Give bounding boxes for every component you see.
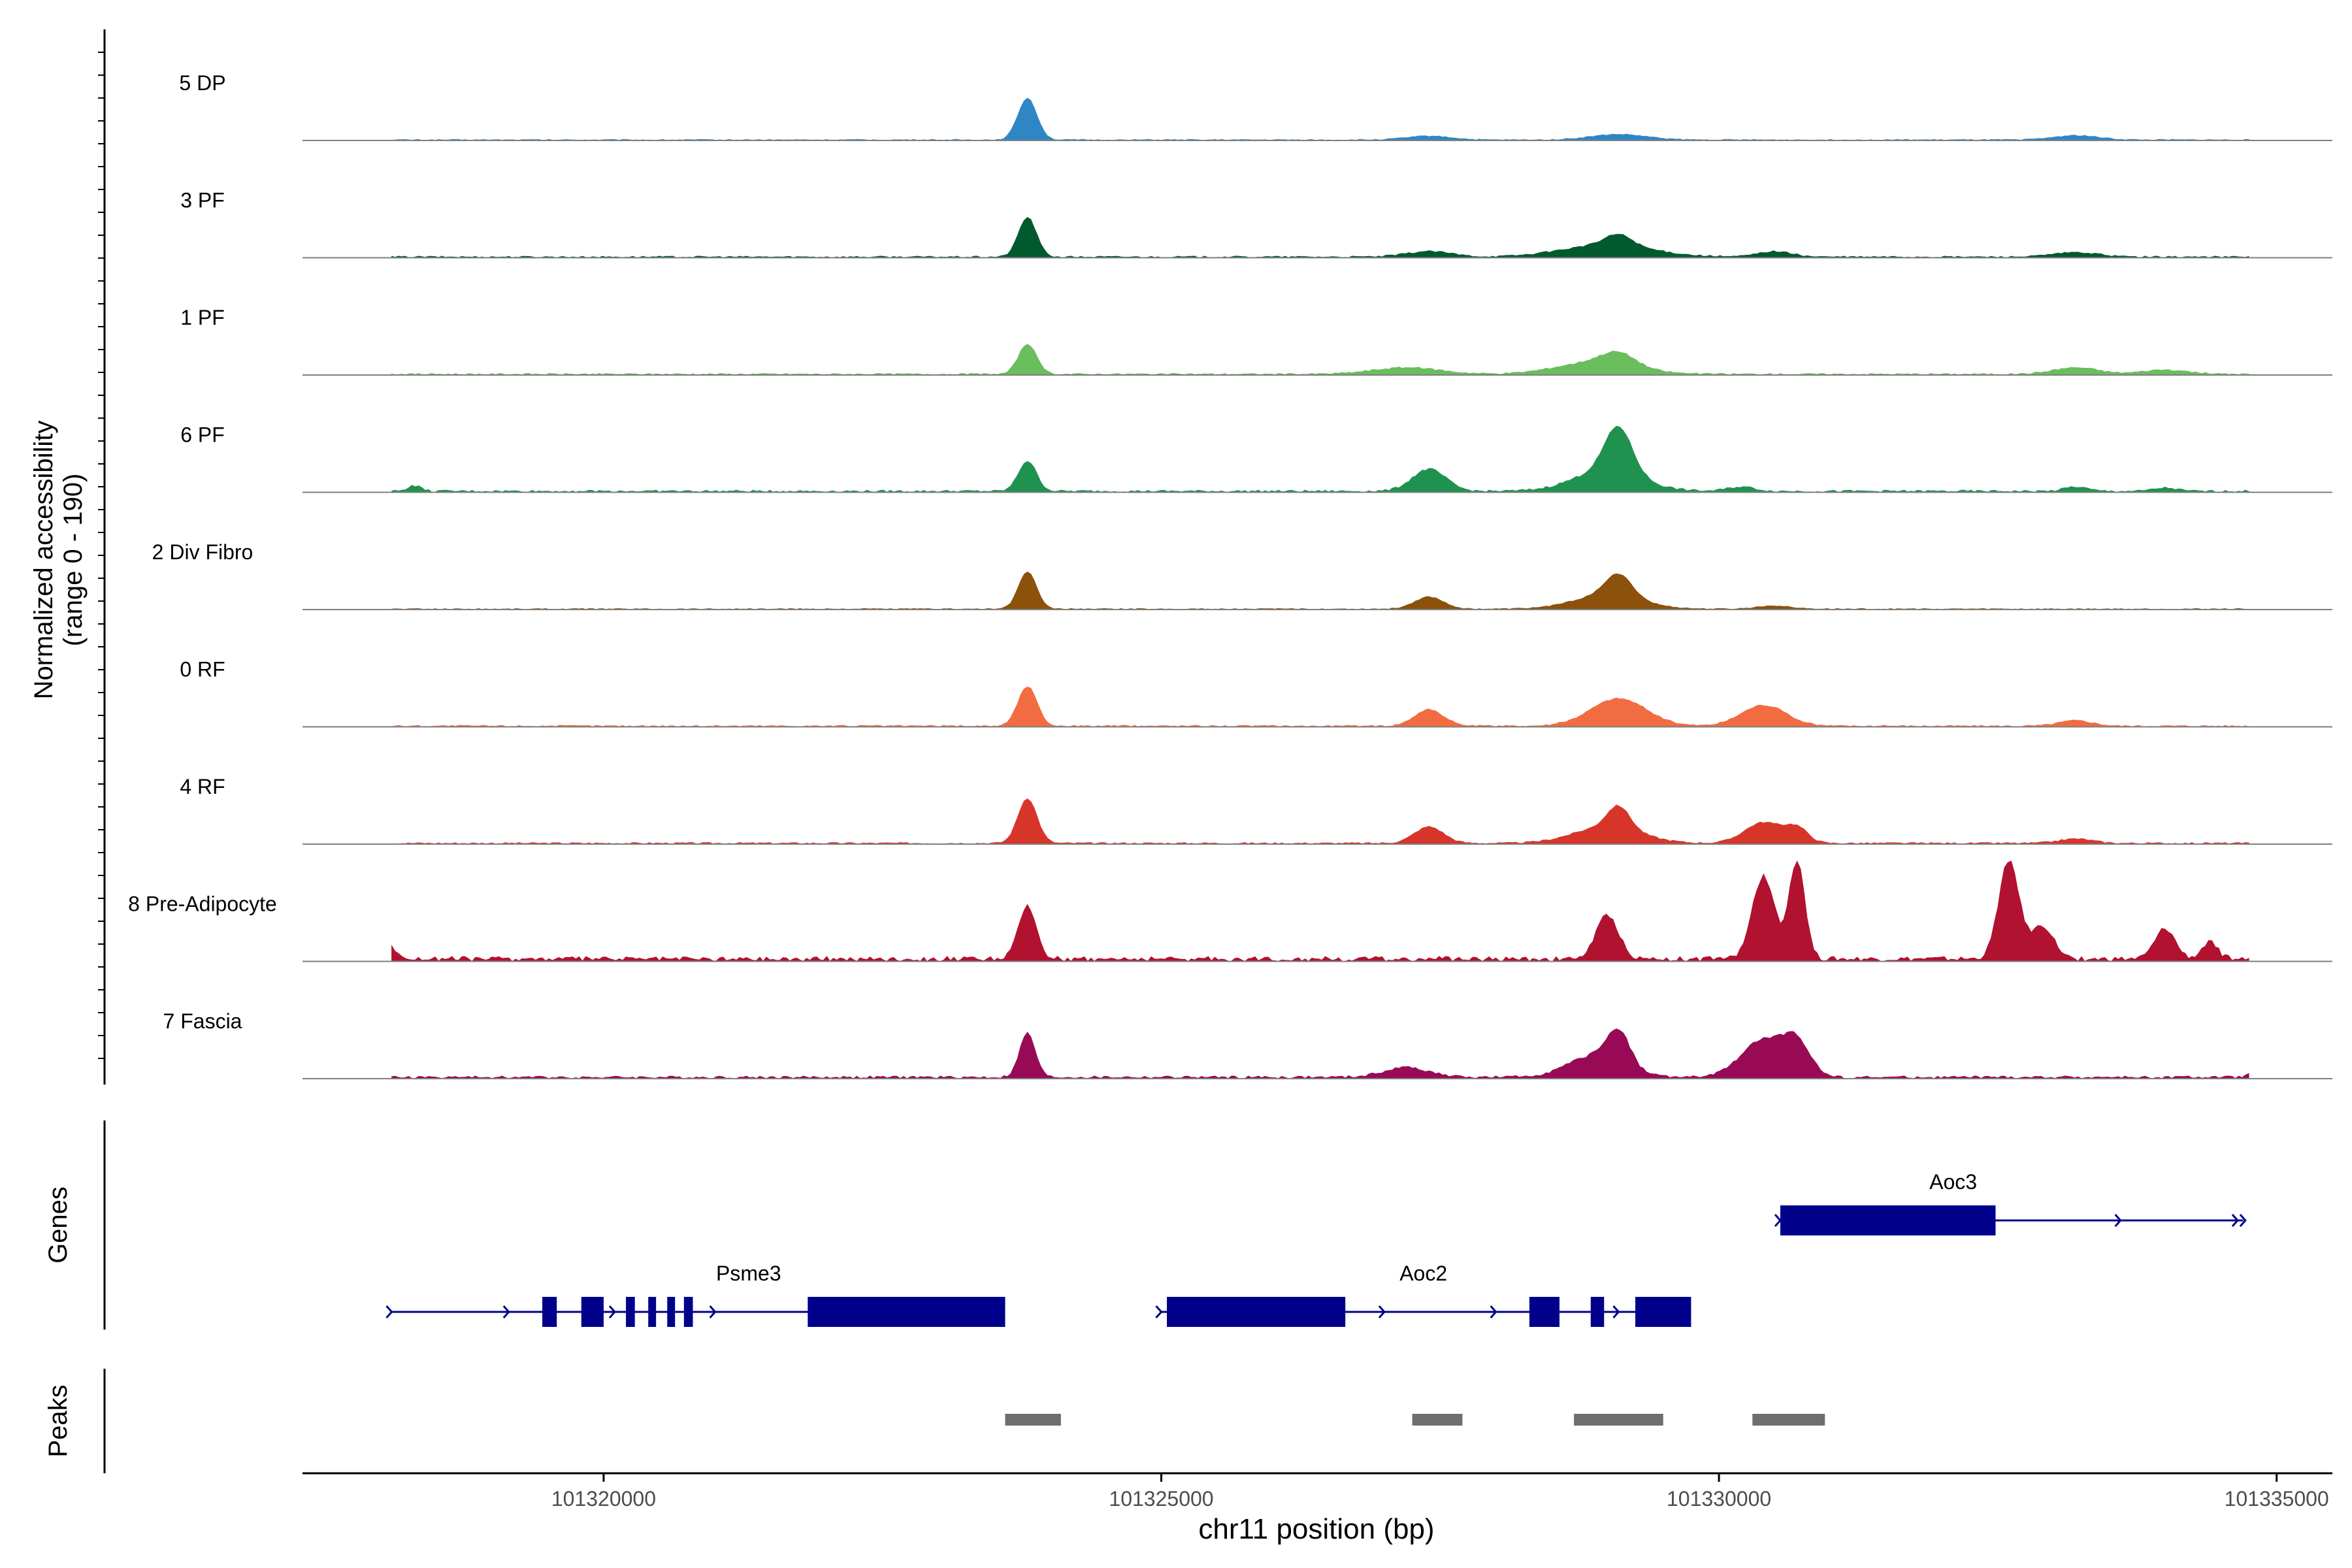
strand-arrow xyxy=(608,1305,617,1318)
exon-block xyxy=(626,1297,635,1327)
peak-region xyxy=(1574,1414,1663,1426)
exon-block xyxy=(1590,1297,1605,1327)
peaks-panel-label: Peaks xyxy=(44,1384,73,1457)
exon-block xyxy=(683,1297,693,1327)
coverage-area-2 xyxy=(391,217,2249,259)
track-label: 8 Pre-Adipocyte xyxy=(128,892,277,916)
gene-annotation-panel: Psme3 Aoc2 Aoc3 xyxy=(385,1170,2247,1327)
x-axis: 101320000 101325000 101330000 101335000 xyxy=(302,1472,2332,1511)
exon-block xyxy=(1529,1297,1560,1327)
gene-aoc2: Aoc2 xyxy=(1155,1262,1691,1327)
x-tick-label: 101325000 xyxy=(1109,1487,1213,1511)
strand-arrow xyxy=(2239,1214,2247,1227)
gene-label: Psme3 xyxy=(716,1262,781,1285)
exon-block xyxy=(542,1297,557,1327)
coverage-area-4 xyxy=(391,425,2249,493)
coverage-tracks: 5 DP 3 PF 1 PF 6 PF 2 Div Fibro 0 RF 4 RF 8 Pre… xyxy=(128,71,2332,1079)
strand-arrow xyxy=(1612,1305,1620,1318)
y-axis-label-line1: Normalized accessibility xyxy=(29,421,58,700)
strand-arrow xyxy=(2231,1214,2239,1227)
track-4: 6 PF xyxy=(180,423,2332,493)
track-8: 8 Pre-Adipocyte xyxy=(128,860,2332,962)
track-label: 4 RF xyxy=(180,775,225,798)
peak-region xyxy=(1005,1414,1061,1426)
y-axis-label-line2: (range 0 - 190) xyxy=(59,474,88,647)
track-label: 7 Fascia xyxy=(163,1009,242,1033)
track-label: 6 PF xyxy=(180,423,225,447)
peaks-panel xyxy=(1005,1414,1825,1426)
strand-arrow xyxy=(2114,1214,2122,1227)
strand-arrow xyxy=(1774,1214,1782,1227)
coverage-area-5 xyxy=(391,571,2249,610)
track-1: 5 DP xyxy=(179,71,2332,141)
gene-label: Aoc2 xyxy=(1399,1262,1447,1285)
gene-aoc3: Aoc3 xyxy=(1774,1170,2247,1235)
coverage-area-1 xyxy=(391,97,2249,141)
track-label: 3 PF xyxy=(180,189,225,212)
coverage-area-8 xyxy=(391,860,2249,962)
x-axis-label: chr11 position (bp) xyxy=(1198,1513,1434,1545)
y-axis xyxy=(98,29,106,1085)
peak-region xyxy=(1752,1414,1825,1426)
strand-arrow xyxy=(1490,1305,1497,1318)
exon-block xyxy=(808,1297,1005,1327)
strand-arrow xyxy=(502,1305,510,1318)
coverage-area-7 xyxy=(391,798,2249,845)
x-tick-label: 101320000 xyxy=(551,1487,656,1511)
exon-block xyxy=(581,1297,604,1327)
track-6: 0 RF xyxy=(180,658,2332,728)
gene-psme3: Psme3 xyxy=(385,1262,1005,1327)
track-9: 7 Fascia xyxy=(163,1009,2332,1079)
track-label: 5 DP xyxy=(179,71,225,95)
exon-block xyxy=(1780,1205,1996,1235)
gene-label: Aoc3 xyxy=(1929,1170,1977,1194)
track-label: 2 Div Fibro xyxy=(152,540,253,564)
track-2: 3 PF xyxy=(180,189,2332,259)
track-label: 0 RF xyxy=(180,658,225,681)
track-label: 1 PF xyxy=(180,306,225,329)
exon-block xyxy=(1167,1297,1346,1327)
exon-block xyxy=(667,1297,676,1327)
strand-arrow xyxy=(1155,1305,1163,1318)
exon-block xyxy=(648,1297,657,1327)
peak-region xyxy=(1412,1414,1463,1426)
track-7: 4 RF xyxy=(180,775,2332,845)
x-tick-label: 101330000 xyxy=(1667,1487,1771,1511)
track-5: 2 Div Fibro xyxy=(152,540,2332,610)
x-tick-label: 101335000 xyxy=(2225,1487,2329,1511)
coverage-area-6 xyxy=(391,687,2249,728)
track-3: 1 PF xyxy=(180,306,2332,376)
coverage-area-3 xyxy=(391,344,2249,376)
genes-panel-label: Genes xyxy=(44,1186,73,1264)
exon-block xyxy=(1635,1297,1691,1327)
coverage-area-9 xyxy=(391,1028,2249,1079)
strand-arrow xyxy=(385,1305,393,1318)
strand-arrow xyxy=(709,1305,717,1318)
strand-arrow xyxy=(1378,1305,1386,1318)
